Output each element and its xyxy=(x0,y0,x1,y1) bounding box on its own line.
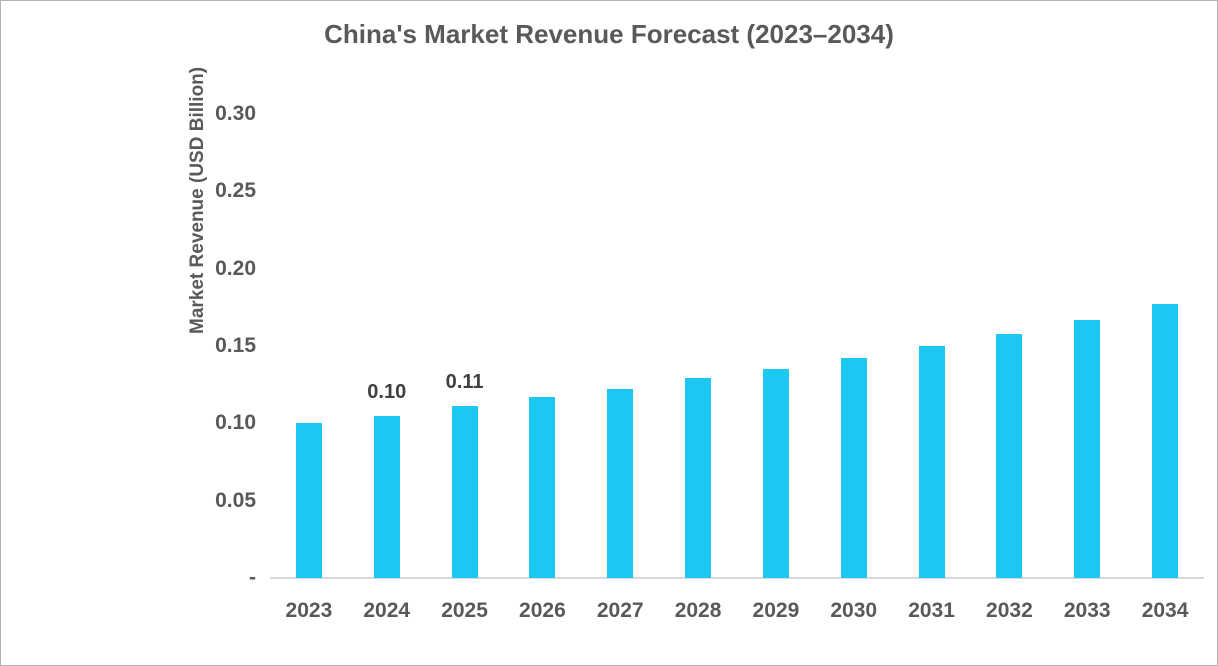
x-label-2033: 2033 xyxy=(1063,599,1111,622)
bar-2031 xyxy=(918,346,945,578)
x-label-2023: 2023 xyxy=(285,599,333,622)
x-label-2026: 2026 xyxy=(519,599,566,622)
y-tick-0.20: 0.20 xyxy=(215,256,256,280)
bar-2024 xyxy=(373,415,400,578)
bar-2032 xyxy=(996,333,1023,578)
bar-2033 xyxy=(1074,319,1101,578)
x-axis-line xyxy=(270,577,1204,579)
x-label-2030: 2030 xyxy=(830,599,878,622)
data-label-2025: 0.11 xyxy=(445,371,484,394)
y-tick--: - xyxy=(249,566,256,589)
chart-title: China's Market Revenue Forecast (2023–20… xyxy=(324,19,894,49)
x-label-2032: 2032 xyxy=(986,599,1033,622)
bar-2027 xyxy=(607,389,634,578)
y-tick-0.05: 0.05 xyxy=(215,488,256,512)
y-tick-0.25: 0.25 xyxy=(215,179,256,203)
x-label-2028: 2028 xyxy=(674,599,722,622)
x-label-2029: 2029 xyxy=(752,599,800,622)
bar-2028 xyxy=(685,378,712,578)
bar-2025 xyxy=(451,406,478,578)
y-tick-0.30: 0.30 xyxy=(215,102,256,125)
x-label-2025: 2025 xyxy=(441,599,488,622)
x-label-2031: 2031 xyxy=(908,599,955,622)
bar-2026 xyxy=(529,397,556,578)
data-label-2024: 0.10 xyxy=(367,380,407,403)
y-tick-0.10: 0.10 xyxy=(215,411,256,435)
y-tick-0.15: 0.15 xyxy=(215,334,256,357)
bar-2029 xyxy=(762,369,789,578)
x-label-2034: 2034 xyxy=(1141,599,1189,622)
bar-2034 xyxy=(1152,304,1179,578)
x-label-2024: 2024 xyxy=(363,599,411,622)
x-label-2027: 2027 xyxy=(596,599,644,622)
bar-2030 xyxy=(840,358,867,578)
bar-2023 xyxy=(295,423,322,578)
